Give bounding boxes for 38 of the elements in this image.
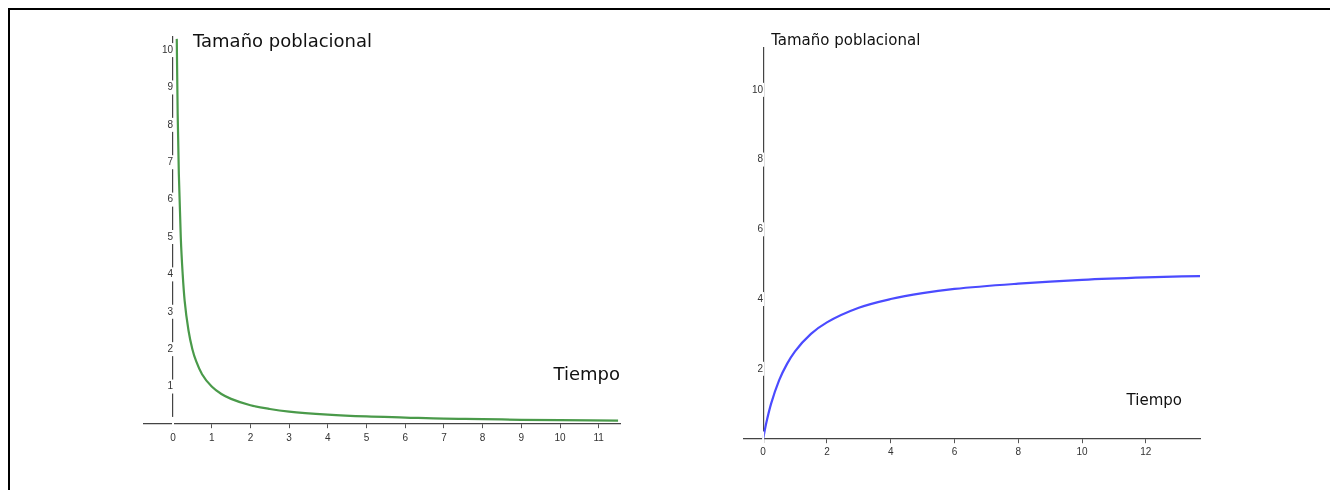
y-tick-label: 9 [167, 81, 174, 93]
y-tick-label: 5 [167, 230, 174, 242]
y-tick-label: 4 [757, 292, 764, 304]
x-tick-label: 0 [760, 446, 767, 458]
y-tick-label: 10 [752, 83, 764, 95]
y-tick-label: 8 [757, 153, 764, 165]
x-tick-label: 8 [1015, 446, 1022, 458]
x-tick-label: 2 [247, 431, 254, 443]
y-tick-label: 4 [167, 268, 174, 280]
x-tick-label: 12 [1140, 446, 1152, 458]
y-tick-label: 2 [757, 362, 764, 374]
y-axis-title: Tamaño poblacional [192, 29, 373, 51]
x-tick-label: 7 [441, 431, 448, 443]
y-tick-label: 6 [167, 193, 174, 205]
x-axis-title: Tiempo [552, 362, 620, 384]
x-tick-label: 1 [208, 431, 215, 443]
y-tick-label: 8 [167, 118, 174, 130]
x-tick-label: 10 [554, 431, 567, 443]
x-tick-label: 3 [286, 431, 293, 443]
x-tick-label: 8 [479, 431, 486, 443]
x-axis-title: Tiempo [1125, 390, 1182, 409]
y-tick-label: 10 [161, 43, 174, 55]
x-tick-label: 5 [363, 431, 370, 443]
x-tick-label: 0 [170, 431, 177, 443]
y-axis-title: Tamaño poblacional [770, 31, 921, 50]
x-tick-label: 9 [518, 431, 525, 443]
x-tick-label: 6 [402, 431, 409, 443]
y-tick-label: 1 [167, 380, 174, 392]
y-tick-label: 2 [167, 342, 174, 354]
x-tick-label: 6 [951, 446, 958, 458]
y-tick-label: 3 [167, 305, 174, 317]
x-tick-label: 4 [325, 431, 332, 443]
y-tick-label: 6 [757, 223, 764, 235]
x-tick-label: 10 [1076, 446, 1089, 458]
x-tick-label: 4 [887, 446, 894, 458]
y-tick-label: 7 [167, 155, 174, 167]
x-tick-label: 2 [824, 446, 831, 458]
x-tick-label: 11 [593, 431, 605, 443]
